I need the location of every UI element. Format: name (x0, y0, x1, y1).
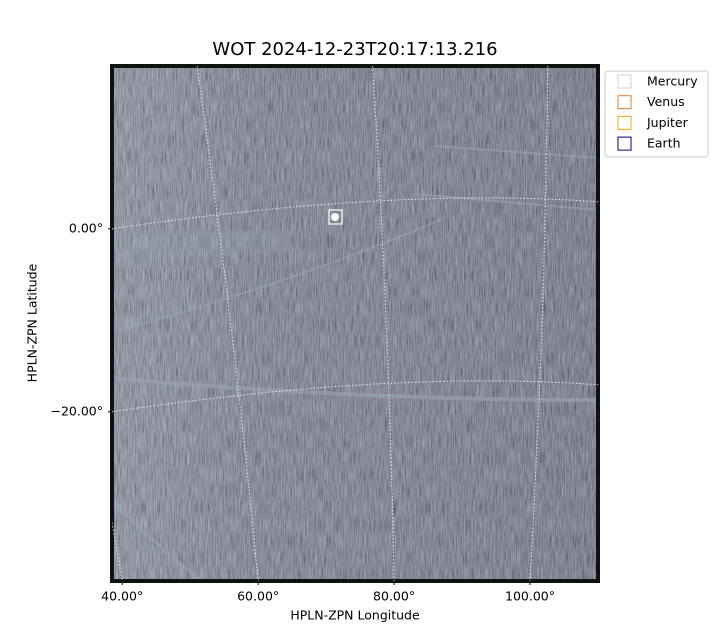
legend-marker (617, 136, 632, 151)
chart-title: WOT 2024-12-23T20:17:13.216 (212, 39, 497, 60)
legend: Mercury Venus Jupiter Earth (604, 70, 709, 158)
y-tick-label: 0.00° (69, 220, 103, 235)
x-tick-label: 40.00° (101, 589, 143, 604)
legend-label: Mercury (647, 74, 698, 89)
streaks (112, 145, 598, 581)
y-tick-label: −20.00° (50, 403, 103, 418)
legend-label: Venus (647, 94, 685, 109)
legend-label: Jupiter (646, 115, 689, 130)
legend-label: Earth (647, 136, 681, 151)
bright-object (331, 213, 339, 221)
image-noise (112, 66, 598, 581)
x-tick-label: 60.00° (237, 589, 279, 604)
grid-line (371, 66, 395, 581)
grid-line (196, 66, 259, 581)
legend-marker (617, 74, 632, 89)
legend-marker (617, 115, 632, 130)
y-axis-label: HPLN-ZPN Latitude (25, 263, 40, 382)
image-border (110, 64, 600, 583)
legend-marker (617, 95, 632, 110)
grid-line (529, 66, 549, 581)
image (110, 64, 600, 583)
x-tick-label: 80.00° (373, 589, 415, 604)
legend-box (604, 70, 709, 158)
x-tick-label: 100.00° (505, 589, 555, 604)
object-marker (328, 209, 343, 225)
x-axis-label: HPLN-ZPN Longitude (290, 608, 420, 623)
